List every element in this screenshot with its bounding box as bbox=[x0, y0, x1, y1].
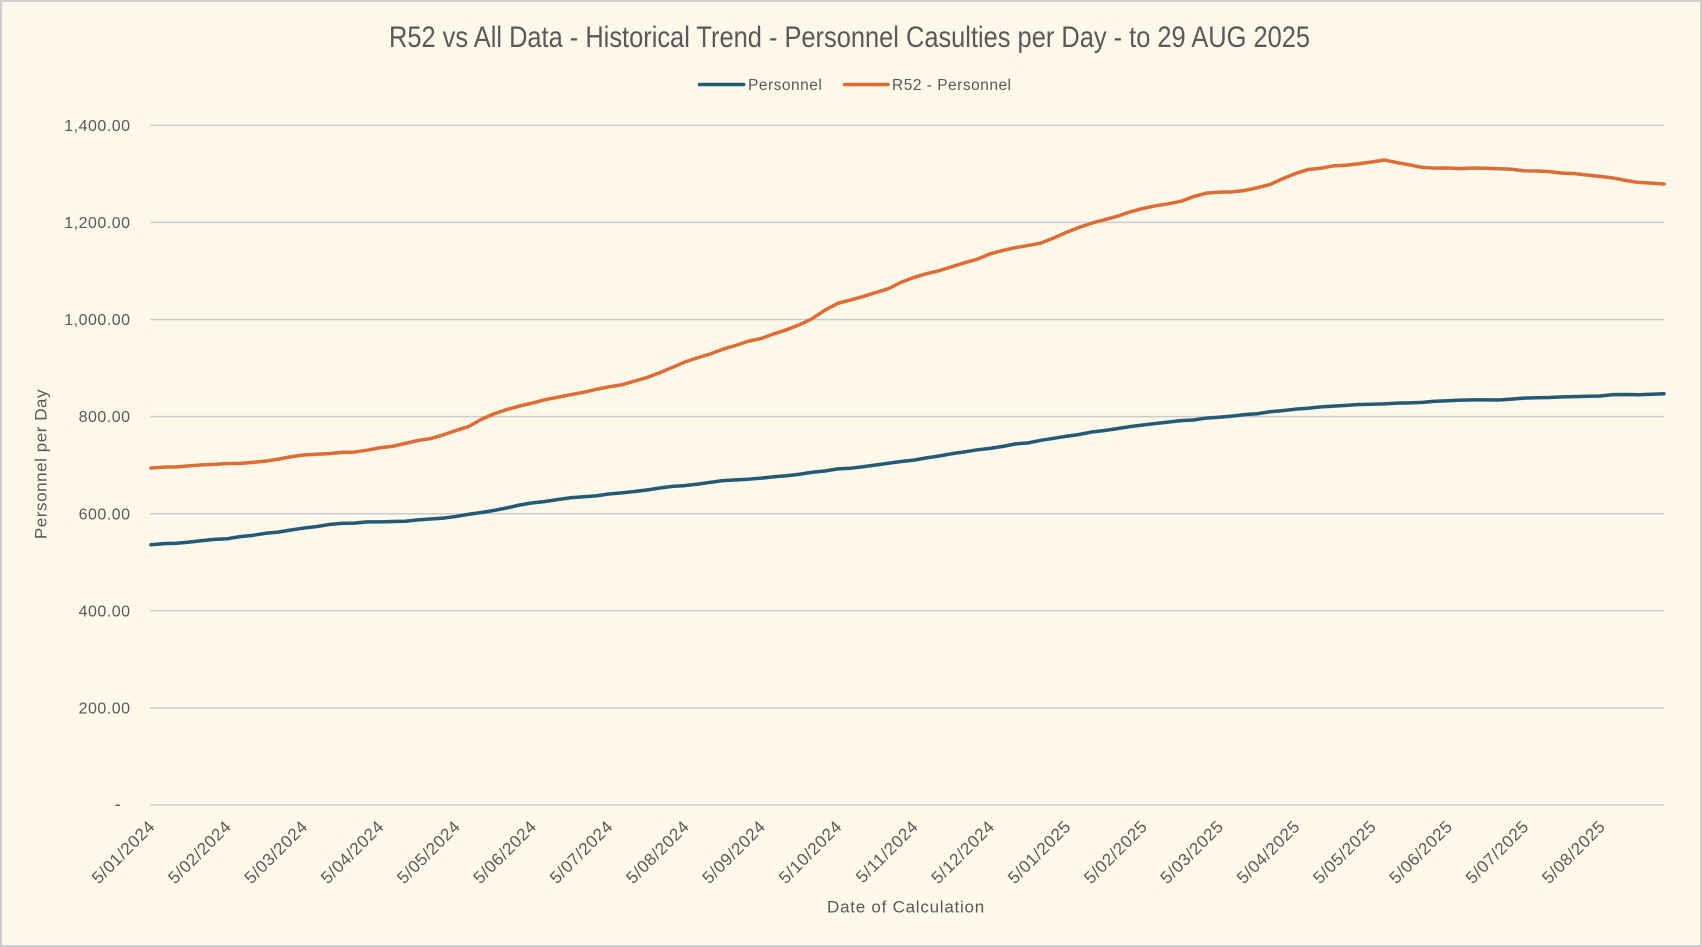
svg-text:R52 - Personnel: R52 - Personnel bbox=[892, 77, 1012, 94]
svg-text:Date of Calculation: Date of Calculation bbox=[827, 898, 985, 917]
svg-text:600.00: 600.00 bbox=[79, 506, 131, 523]
svg-text:-: - bbox=[115, 794, 121, 814]
svg-text:200.00: 200.00 bbox=[79, 701, 131, 718]
svg-text:Personnel per Day: Personnel per Day bbox=[32, 389, 51, 539]
svg-text:R52 vs All Data - Historical T: R52 vs All Data - Historical Trend - Per… bbox=[389, 21, 1310, 54]
svg-text:800.00: 800.00 bbox=[79, 409, 131, 426]
svg-text:400.00: 400.00 bbox=[79, 603, 131, 620]
svg-text:1,400.00: 1,400.00 bbox=[64, 118, 130, 135]
svg-text:1,200.00: 1,200.00 bbox=[64, 215, 130, 232]
svg-text:1,000.00: 1,000.00 bbox=[64, 312, 130, 329]
svg-text:Personnel: Personnel bbox=[748, 77, 822, 94]
